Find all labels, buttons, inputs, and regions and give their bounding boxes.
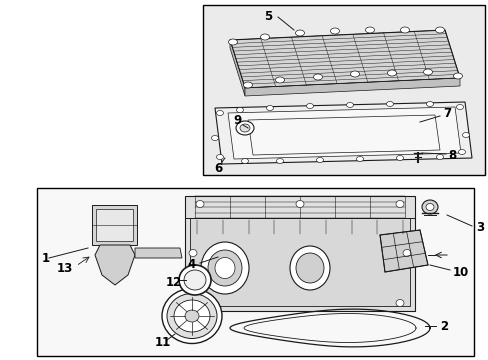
Ellipse shape [421,200,437,214]
Ellipse shape [228,39,237,45]
Ellipse shape [183,270,205,290]
Text: 2: 2 [439,320,447,333]
Ellipse shape [266,105,273,111]
Ellipse shape [395,300,403,306]
Polygon shape [215,102,471,164]
Ellipse shape [236,108,243,113]
Polygon shape [244,78,459,96]
Ellipse shape [386,70,396,76]
Polygon shape [229,40,244,96]
Bar [190,218,409,306]
Ellipse shape [306,104,313,108]
Polygon shape [95,245,135,285]
Ellipse shape [425,203,433,211]
Ellipse shape [196,201,203,207]
Text: 10: 10 [452,266,468,279]
Ellipse shape [402,249,410,257]
Ellipse shape [386,102,393,107]
Polygon shape [227,107,460,159]
Ellipse shape [260,34,269,40]
Ellipse shape [167,293,217,338]
Ellipse shape [275,77,284,83]
Polygon shape [247,115,439,155]
Ellipse shape [276,158,283,163]
Ellipse shape [179,265,210,295]
Text: 5: 5 [264,9,271,23]
Ellipse shape [162,288,222,343]
Text: 6: 6 [213,162,222,175]
Ellipse shape [289,246,329,290]
Ellipse shape [236,121,253,135]
Ellipse shape [426,102,433,107]
Ellipse shape [207,250,242,286]
Ellipse shape [423,69,431,75]
Text: 7: 7 [442,107,450,120]
Ellipse shape [436,154,443,159]
Ellipse shape [356,157,363,162]
Ellipse shape [295,253,324,283]
Text: 3: 3 [475,220,483,234]
Ellipse shape [174,300,209,332]
Ellipse shape [346,103,353,108]
Ellipse shape [216,154,223,159]
Ellipse shape [452,73,462,79]
Ellipse shape [462,132,468,138]
Ellipse shape [313,74,322,80]
Ellipse shape [396,156,403,161]
Ellipse shape [201,242,248,294]
Ellipse shape [435,27,444,33]
Text: 11: 11 [155,337,171,350]
Polygon shape [229,30,459,88]
Ellipse shape [216,111,223,116]
Text: 9: 9 [233,113,242,126]
Ellipse shape [240,124,249,132]
Bar [96,209,133,241]
Ellipse shape [243,82,252,88]
Text: 4: 4 [187,257,196,270]
Text: 12: 12 [165,275,182,288]
Ellipse shape [316,158,323,162]
Bar [203,5,484,175]
Ellipse shape [400,27,408,33]
Polygon shape [135,248,182,258]
Ellipse shape [295,201,304,207]
Bar [184,196,414,311]
Bar [37,188,473,356]
Polygon shape [379,230,427,272]
Ellipse shape [456,104,463,109]
Ellipse shape [211,135,218,140]
Ellipse shape [458,149,465,154]
Text: 1: 1 [42,252,50,265]
Ellipse shape [241,158,248,163]
Ellipse shape [395,201,403,207]
Ellipse shape [196,300,203,306]
Ellipse shape [189,249,197,257]
Bar [92,205,137,245]
Text: 13: 13 [57,261,73,274]
Ellipse shape [350,71,359,77]
Ellipse shape [215,257,235,279]
Text: 8: 8 [447,149,455,162]
Ellipse shape [365,27,374,33]
Ellipse shape [184,310,199,322]
Ellipse shape [330,28,339,34]
Ellipse shape [295,30,304,36]
